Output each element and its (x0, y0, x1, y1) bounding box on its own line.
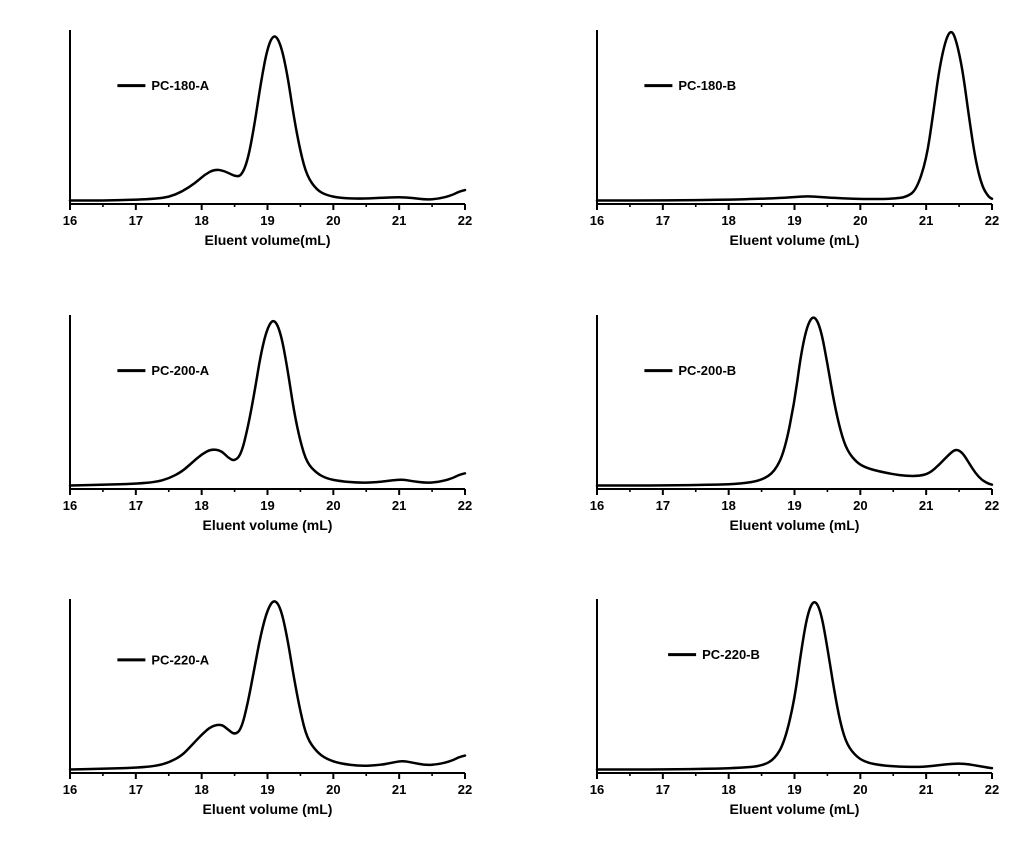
chart-svg: 16 17 18 19 20 21 22 Eluent volume (mL) PC-180-B (547, 20, 1007, 254)
x-tick-label: 17 (656, 782, 670, 797)
series-line (70, 321, 465, 485)
chart-svg: 16 17 18 19 20 21 22 Eluent volume (mL) PC-220-B (547, 589, 1007, 823)
chart-svg: 16 17 18 19 20 21 22 Eluent volume (mL) PC-200-A (20, 305, 480, 539)
x-axis-label: Eluent volume (mL) (203, 517, 333, 533)
x-tick-label: 18 (194, 782, 208, 797)
x-axis-label: Eluent volume (mL) (203, 801, 333, 817)
x-tick-label: 22 (458, 782, 472, 797)
x-tick-label: 17 (129, 498, 143, 513)
x-tick-label: 22 (458, 498, 472, 513)
x-tick-label: 21 (919, 213, 933, 228)
legend-label: PC-180-A (151, 78, 209, 93)
x-tick-label: 22 (458, 213, 472, 228)
x-axis-label: Eluent volume (mL) (730, 232, 860, 248)
legend-label: PC-220-A (151, 653, 209, 668)
x-tick-label: 20 (326, 498, 340, 513)
x-tick-label: 17 (129, 782, 143, 797)
x-tick-label: 19 (260, 498, 274, 513)
chart-panel-pc-180-b: 16 17 18 19 20 21 22 Eluent volume (mL) PC-180-B (547, 20, 1014, 255)
chart-svg: 16 17 18 19 20 21 22 Eluent volume (mL) PC-200-B (547, 305, 1007, 539)
x-axis-label: Eluent volume (mL) (730, 801, 860, 817)
legend-label: PC-180-B (678, 78, 736, 93)
x-tick-label: 21 (919, 782, 933, 797)
x-tick-label: 18 (194, 213, 208, 228)
x-tick-label: 16 (63, 782, 77, 797)
x-tick-label: 18 (721, 498, 735, 513)
chart-panel-pc-220-b: 16 17 18 19 20 21 22 Eluent volume (mL) PC-220-B (547, 589, 1014, 824)
x-tick-label: 16 (63, 213, 77, 228)
x-tick-label: 21 (392, 782, 406, 797)
series-line (70, 602, 465, 770)
x-axis-label: Eluent volume (mL) (730, 517, 860, 533)
x-tick-label: 19 (260, 213, 274, 228)
x-tick-label: 20 (853, 213, 867, 228)
series-line (597, 32, 992, 200)
chart-svg: 16 17 18 19 20 21 22 Eluent volume (mL) PC-220-A (20, 589, 480, 823)
x-tick-label: 17 (129, 213, 143, 228)
chart-grid: 16171819202122Eluent volume(mL)PC-180-A1… (20, 20, 1014, 824)
x-tick-label: 16 (590, 213, 604, 228)
x-tick-label: 21 (392, 213, 406, 228)
legend-label: PC-200-B (678, 363, 736, 378)
x-tick-label: 16 (63, 498, 77, 513)
chart-svg: 16 17 18 19 20 21 22 Eluent volume(mL) PC-180-A (20, 20, 480, 254)
x-axis-label: Eluent volume(mL) (204, 232, 330, 248)
x-tick-label: 20 (853, 782, 867, 797)
x-tick-label: 17 (656, 213, 670, 228)
chart-panel-pc-200-b: 16 17 18 19 20 21 22 Eluent volume (mL) PC-200-B (547, 305, 1014, 540)
chart-panel-pc-220-a: 16 17 18 19 20 21 22 Eluent volume (mL) PC-220-A (20, 589, 487, 824)
x-tick-label: 22 (985, 498, 999, 513)
series-line (597, 603, 992, 770)
chart-panel-pc-200-a: 16 17 18 19 20 21 22 Eluent volume (mL) PC-200-A (20, 305, 487, 540)
x-tick-label: 16 (590, 498, 604, 513)
x-tick-label: 20 (326, 213, 340, 228)
x-tick-label: 19 (260, 782, 274, 797)
x-tick-label: 20 (326, 782, 340, 797)
x-tick-label: 21 (919, 498, 933, 513)
series-line (70, 36, 465, 200)
legend-label: PC-200-A (151, 363, 209, 378)
x-tick-label: 18 (721, 213, 735, 228)
x-tick-label: 22 (985, 213, 999, 228)
x-tick-label: 22 (985, 782, 999, 797)
x-tick-label: 20 (853, 498, 867, 513)
legend-label: PC-220-B (702, 648, 760, 663)
x-tick-label: 19 (787, 782, 801, 797)
x-tick-label: 17 (656, 498, 670, 513)
x-tick-label: 19 (787, 498, 801, 513)
x-tick-label: 18 (721, 782, 735, 797)
x-tick-label: 21 (392, 498, 406, 513)
series-line (597, 317, 992, 485)
chart-panel-pc-180-a: 16 17 18 19 20 21 22 Eluent volume(mL) PC-180-A (20, 20, 487, 255)
x-tick-label: 19 (787, 213, 801, 228)
x-tick-label: 18 (194, 498, 208, 513)
x-tick-label: 16 (590, 782, 604, 797)
